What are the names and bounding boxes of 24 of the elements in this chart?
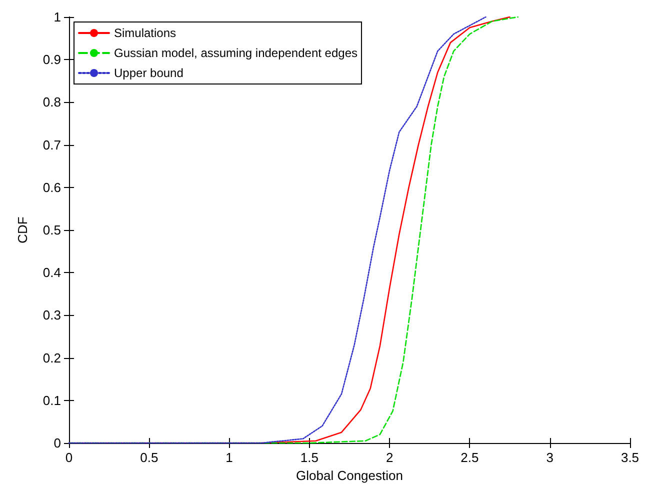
y-tick-label: 0.1 (42, 392, 61, 408)
y-tick-label: 0.8 (42, 94, 61, 110)
y-tick-label: 0.2 (42, 350, 61, 366)
y-tick-label: 0.7 (42, 137, 61, 152)
y-tick-label: 0.4 (42, 265, 61, 280)
y-axis-title: CDF (15, 216, 30, 244)
x-axis-title: Global Congestion (296, 468, 403, 483)
x-tick-label: 1.5 (300, 450, 318, 465)
legend-label: Upper bound (114, 66, 184, 80)
y-tick-label: 0.6 (42, 180, 61, 195)
y-tick-label: 0.5 (42, 222, 61, 238)
y-tick-label: 0.9 (42, 52, 61, 68)
legend-label: Gussian model, assuming independent edges (114, 46, 358, 60)
x-tick-label: 2.5 (460, 450, 479, 465)
x-tick-label: 0.5 (140, 450, 158, 465)
x-tick-label: 2 (386, 450, 394, 465)
y-tick-label: 0.3 (42, 308, 61, 323)
x-tick-label: 0 (65, 450, 73, 465)
x-tick-label: 1 (226, 450, 233, 465)
legend-label: Simulations (114, 26, 176, 40)
x-tick-label: 3.5 (620, 450, 640, 465)
y-tick-label: 1 (54, 10, 61, 24)
x-tick-label: 3 (546, 450, 554, 465)
y-tick-label: 0 (54, 436, 61, 450)
